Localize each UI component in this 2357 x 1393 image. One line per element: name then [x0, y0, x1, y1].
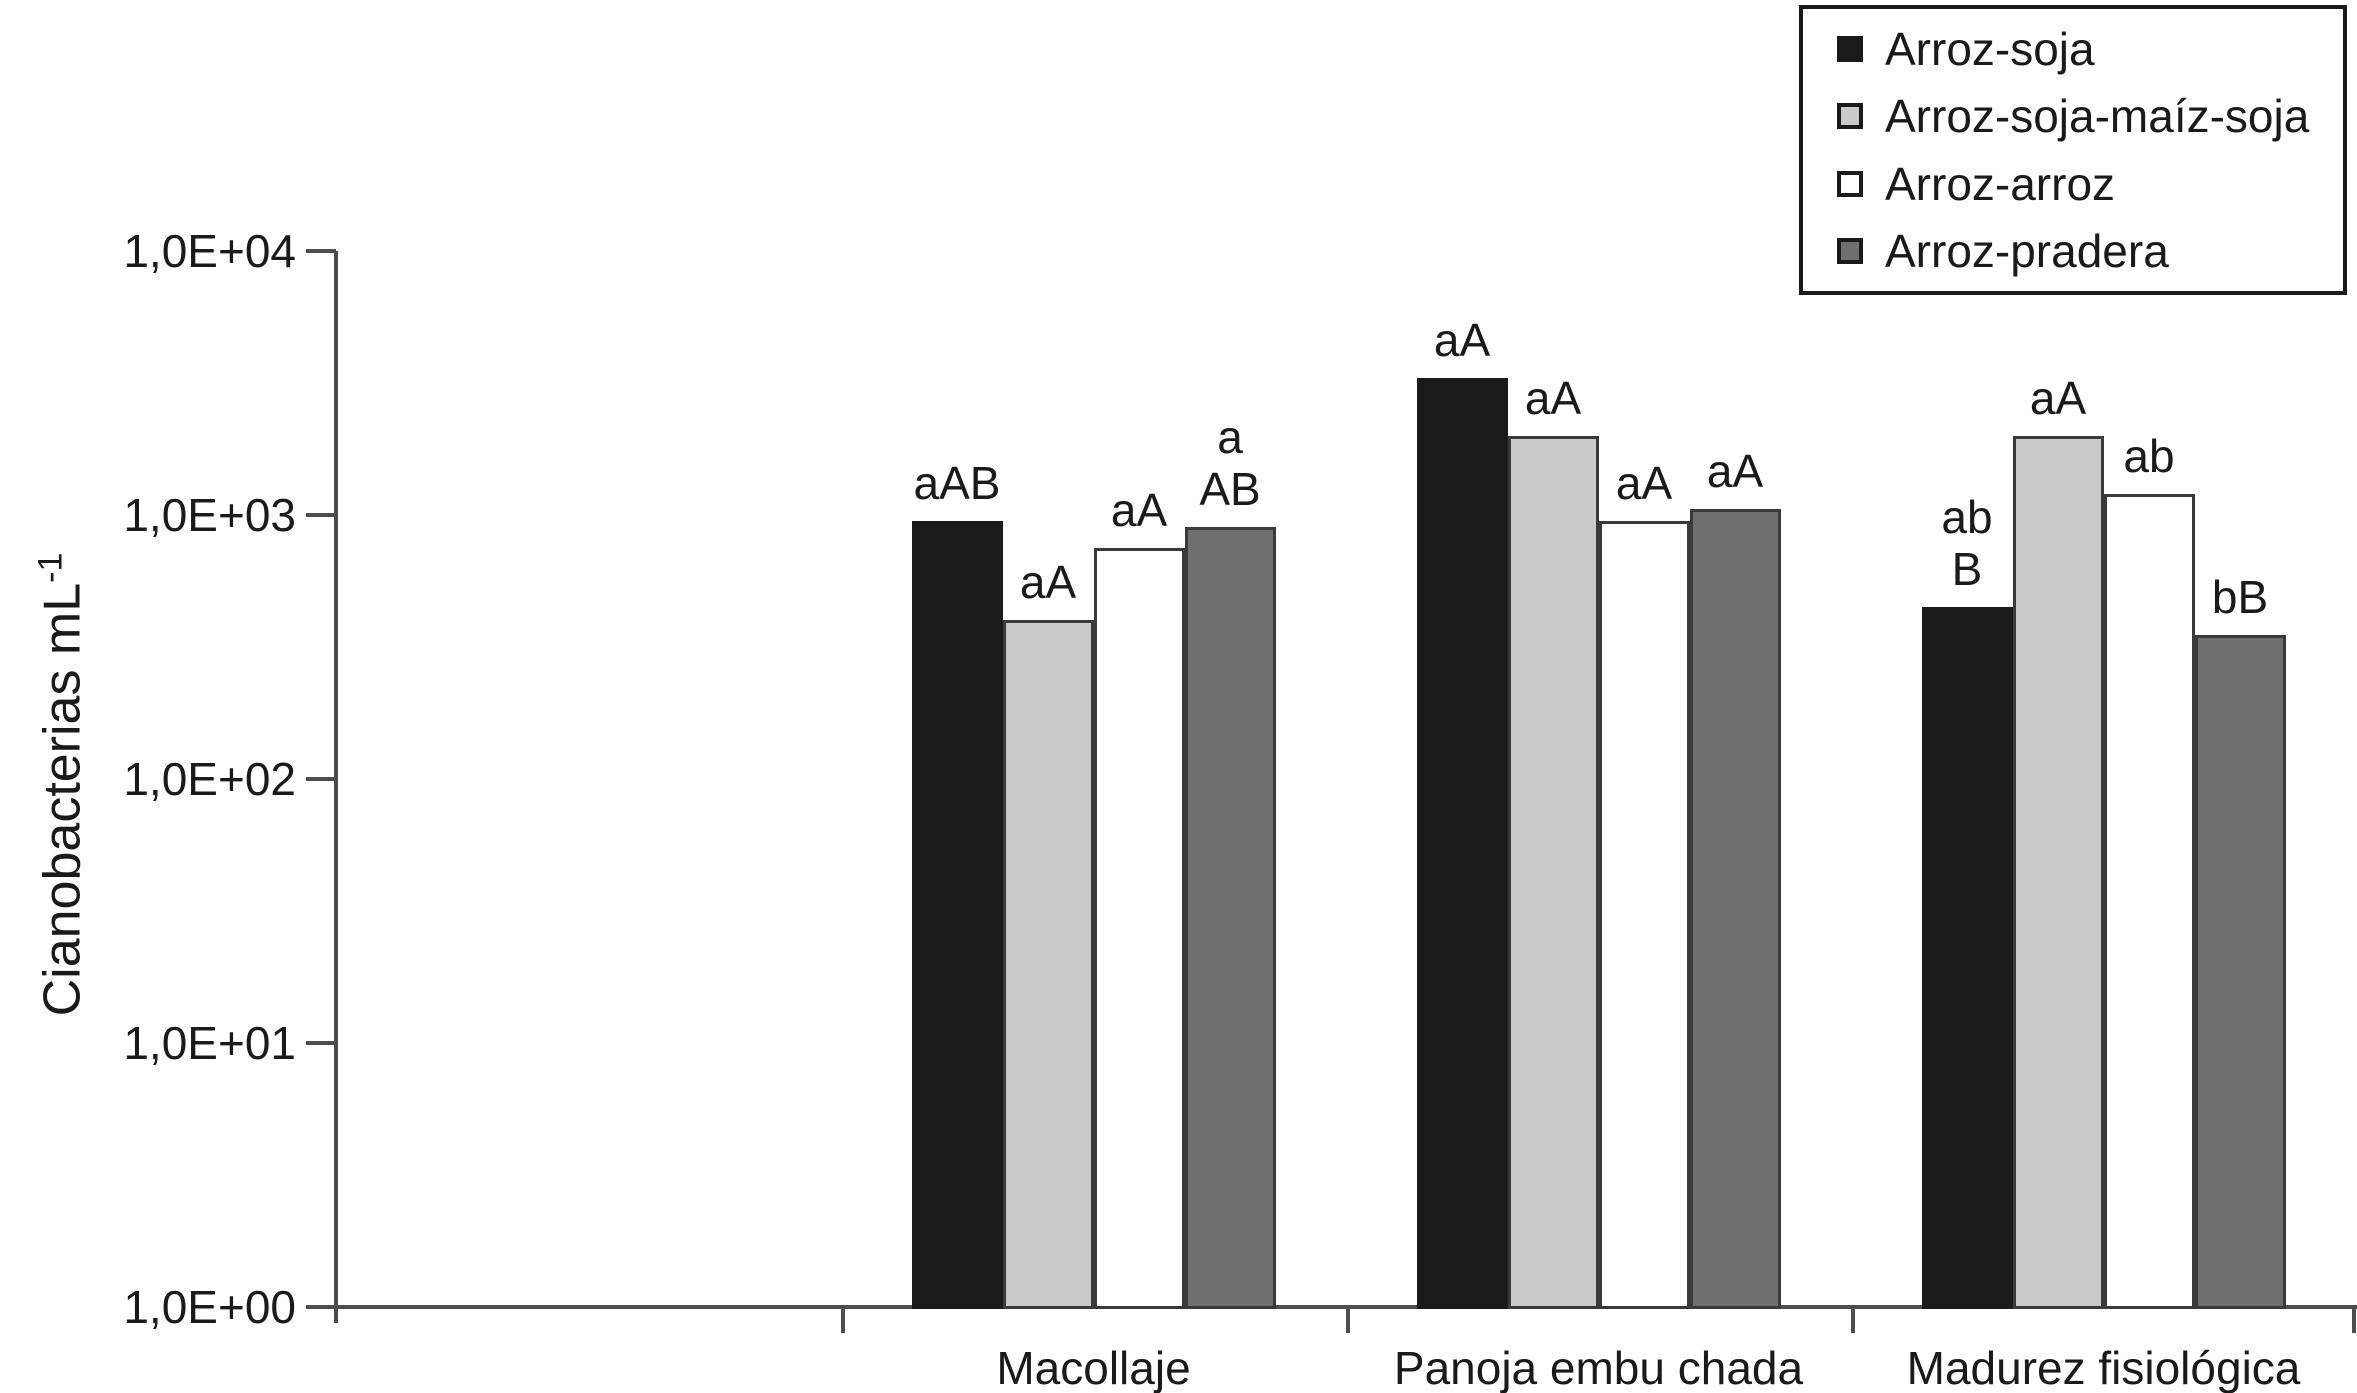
legend-label: Arroz-pradera [1885, 225, 2169, 278]
y-tick-label: 1,0E+02 [123, 753, 296, 805]
x-tick-mark [2352, 1307, 2356, 1333]
bar-annotation: aA [1332, 314, 1592, 366]
legend-item: Arroz-pradera [1803, 228, 2343, 274]
bar-annotation: ab B [1837, 491, 2097, 595]
legend-label: Arroz-soja [1885, 22, 2095, 75]
y-tick-mark [306, 1041, 336, 1045]
y-axis-line [334, 251, 338, 1323]
bar-annotation-line: bB [2211, 571, 2269, 624]
bar [2103, 494, 2195, 1309]
legend-item: Arroz-soja [1803, 26, 2343, 72]
bar [2012, 435, 2104, 1309]
bar [1689, 509, 1781, 1309]
bar-annotation-line: aA [1524, 371, 1582, 424]
y-tick-mark [306, 1305, 336, 1309]
legend-label: Arroz-soja-maíz-soja [1885, 90, 2310, 143]
legend-item: Arroz-soja-maíz-soja [1803, 93, 2343, 139]
bar [1184, 527, 1276, 1309]
y-tick-mark [306, 513, 336, 517]
x-tick-mark [1346, 1307, 1350, 1333]
y-tick-mark [306, 777, 336, 781]
bar-annotation-line: aA [1706, 445, 1764, 498]
bar-annotation-line: aA [1615, 456, 1673, 509]
legend-swatch-icon [1837, 238, 1863, 265]
x-tick-mark [1851, 1307, 1855, 1333]
legend-swatch-icon [1837, 170, 1863, 197]
bar-annotation: aAB [827, 457, 1087, 509]
bar-annotation-line: aA [1019, 556, 1077, 609]
legend: Arroz-soja Arroz-soja-maíz-soja Arroz-arro… [1799, 5, 2347, 295]
x-category-label: Panoja embu chada [1393, 1342, 1804, 1393]
bar [1921, 606, 2013, 1309]
bar-annotation-line: ab [1941, 490, 1993, 543]
bar-annotation-line: B [1951, 542, 1983, 595]
bar-annotation-line: aA [2029, 371, 2087, 424]
legend-swatch-icon [1837, 103, 1863, 130]
bar-annotation: ab [2019, 430, 2279, 482]
y-tick-mark [306, 249, 336, 253]
bar-annotation: aA [1605, 445, 1865, 497]
bar-annotation-line: AB [1199, 463, 1261, 516]
y-tick-label: 1,0E+04 [123, 225, 296, 277]
bar [1002, 620, 1094, 1309]
bar [2194, 635, 2286, 1309]
bar-annotation-line: aA [1433, 314, 1491, 367]
bar-annotation-line: aAB [913, 456, 1001, 509]
x-category-label: Macollaje [996, 1342, 1191, 1393]
bar-annotation: aA [918, 556, 1178, 608]
bar-annotation-line: ab [2123, 430, 2175, 483]
x-tick-mark [841, 1307, 845, 1333]
bar-annotation-line: aA [1110, 483, 1168, 536]
bar-annotation: aA [1928, 372, 2188, 424]
bar-annotation: aA [1514, 457, 1774, 509]
bar [1598, 520, 1690, 1309]
legend-label: Arroz-arroz [1885, 157, 2116, 210]
bar [911, 520, 1003, 1309]
bar [1507, 435, 1599, 1309]
y-axis-title-exponent: -1 [31, 552, 70, 583]
bar [1416, 378, 1508, 1309]
y-tick-label: 1,0E+03 [123, 489, 296, 541]
bar-annotation: aA [1009, 484, 1269, 536]
bar-annotation-line: a [1217, 411, 1243, 464]
y-tick-label: 1,0E+00 [123, 1281, 296, 1333]
bar [1093, 547, 1185, 1309]
y-tick-label: 1,0E+01 [123, 1017, 296, 1069]
bar-annotation: bB [2110, 571, 2357, 623]
legend-swatch-icon [1837, 35, 1863, 62]
legend-item: Arroz-arroz [1803, 161, 2343, 207]
bar-annotation: aA [1423, 372, 1683, 424]
x-category-label: Madurez fisiológica [1906, 1342, 2301, 1393]
x-axis-line [334, 1305, 2357, 1309]
